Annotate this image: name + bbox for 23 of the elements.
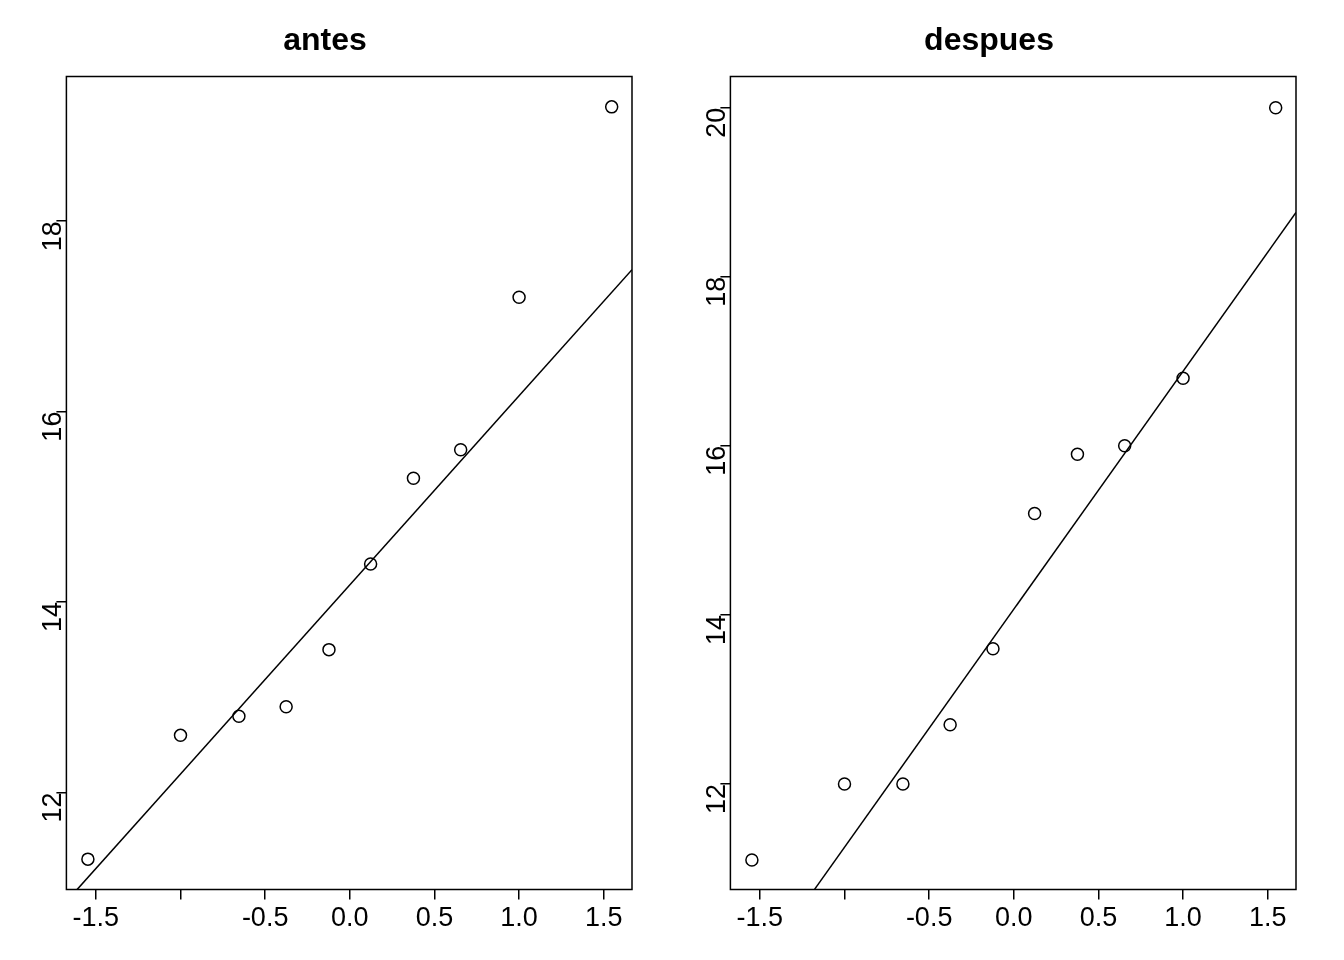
y-tick-label: 14 [700, 614, 731, 645]
x-tick-label: 1.0 [500, 902, 538, 933]
x-tick-label: 0.0 [331, 902, 369, 933]
x-tick-label: 1.5 [584, 902, 623, 933]
x-tick-label: -1.5 [736, 902, 784, 933]
x-tick-label: 0.5 [1079, 902, 1118, 933]
x-tick-label: 0.5 [415, 902, 454, 933]
x-tick-label: -0.5 [241, 902, 289, 933]
y-tick-label: 18 [700, 276, 731, 307]
y-tick-label: 16 [700, 445, 731, 476]
x-tick-label: 1.5 [1248, 902, 1287, 933]
chart-title: antes [283, 21, 367, 58]
x-tick-label: 0.0 [995, 902, 1033, 933]
y-tick-label: 20 [700, 107, 731, 138]
y-tick-label: 12 [700, 783, 731, 814]
chart-title: despues [924, 21, 1054, 58]
x-tick-label: -1.5 [72, 902, 120, 933]
y-tick-label: 18 [36, 221, 67, 252]
x-tick-label: -0.5 [905, 902, 953, 933]
y-tick-label: 12 [36, 792, 67, 823]
y-tick-label: 16 [36, 411, 67, 442]
y-tick-label: 14 [36, 602, 67, 633]
x-tick-label: 1.0 [1164, 902, 1202, 933]
